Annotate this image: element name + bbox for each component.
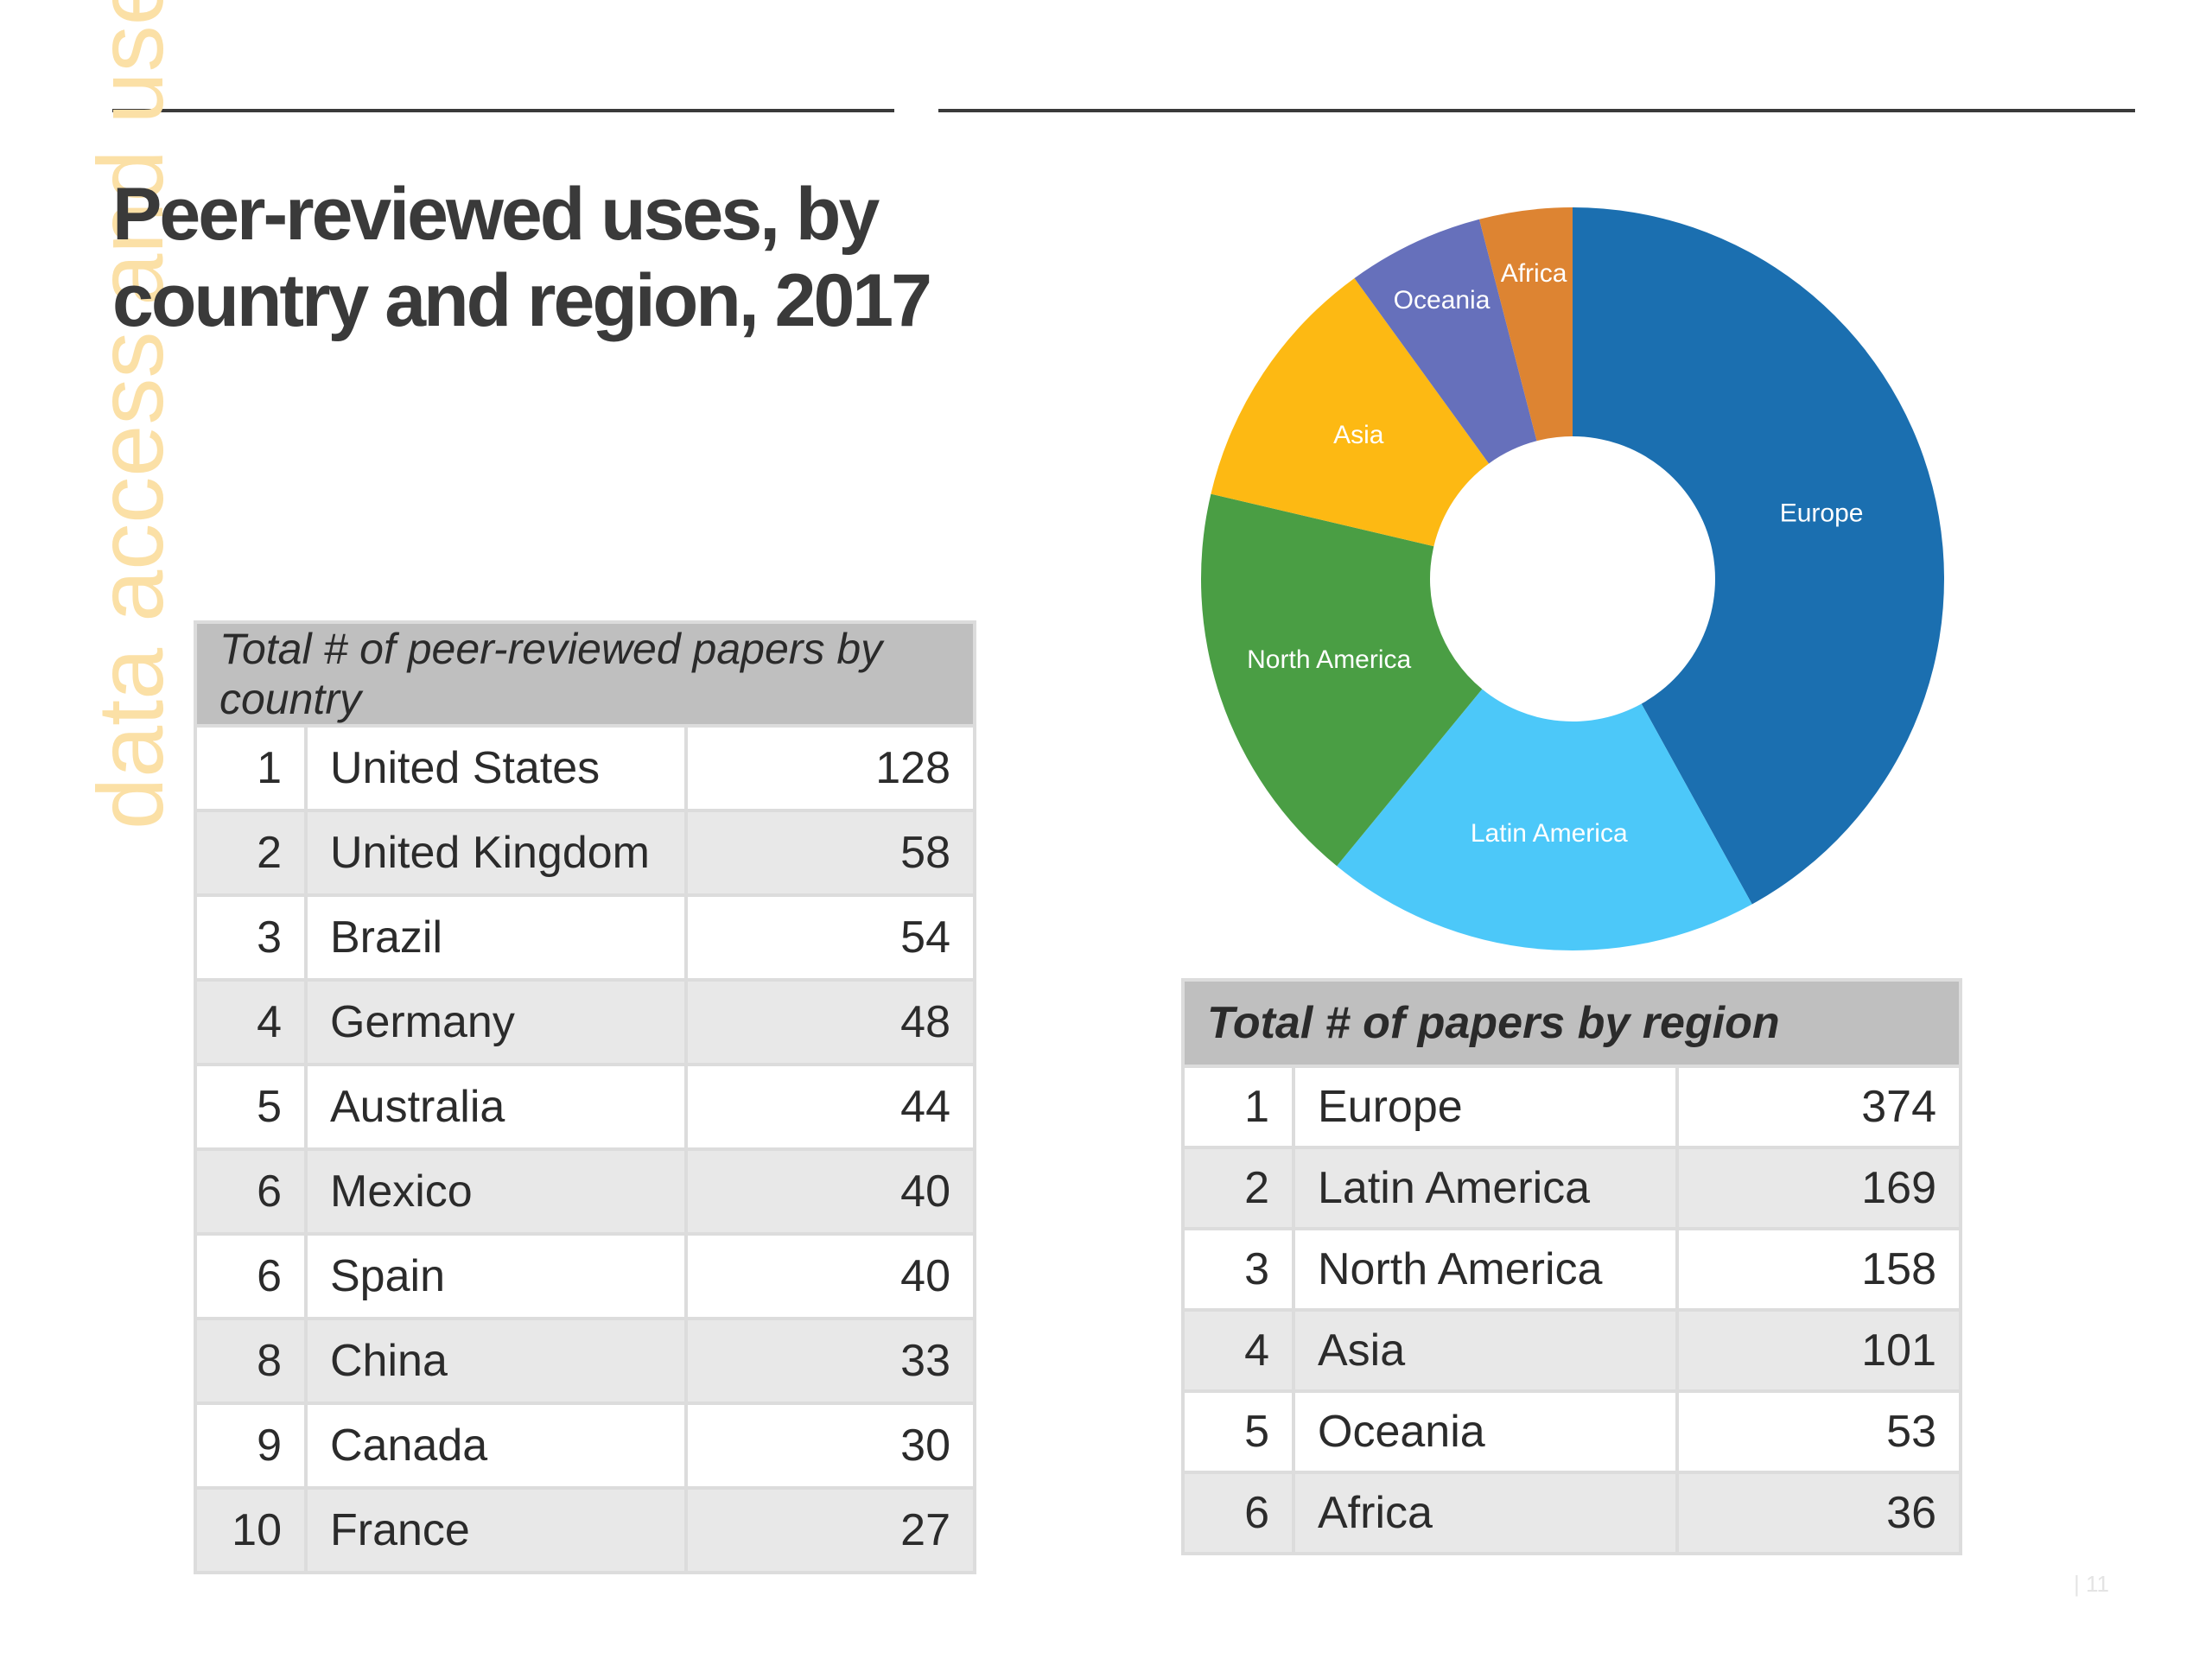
rank-cell: 6	[194, 1232, 308, 1320]
region-row: 5 Oceania 53	[1181, 1389, 1962, 1474]
country-cell: Germany	[304, 978, 688, 1066]
country-row: 10 France 27	[194, 1486, 976, 1574]
donut-label-europe: Europe	[1780, 499, 1864, 528]
country-table: Total # of peer-reviewed papers by count…	[194, 620, 976, 1574]
region-row: 1 Europe 374	[1181, 1065, 1962, 1149]
rank-cell: 3	[194, 893, 308, 982]
country-cell: France	[304, 1486, 688, 1574]
rank-cell: 2	[1181, 1146, 1295, 1230]
value-cell: 40	[684, 1232, 976, 1320]
value-cell: 58	[684, 809, 976, 897]
rank-cell: 3	[1181, 1227, 1295, 1312]
side-section-label: data access and use	[78, 0, 182, 830]
region-cell: Asia	[1292, 1308, 1679, 1393]
value-cell: 54	[684, 893, 976, 982]
country-cell: Canada	[304, 1402, 688, 1490]
country-cell: Brazil	[304, 893, 688, 982]
page-number: | 11	[2074, 1571, 2109, 1597]
region-row: 6 Africa 36	[1181, 1471, 1962, 1555]
top-rule-right	[938, 109, 2135, 112]
value-cell: 44	[684, 1063, 976, 1151]
region-table-header: Total # of papers by region	[1181, 978, 1962, 1068]
region-cell: Europe	[1292, 1065, 1679, 1149]
rank-cell: 6	[1181, 1471, 1295, 1555]
country-cell: United Kingdom	[304, 809, 688, 897]
value-cell: 169	[1675, 1146, 1962, 1230]
region-table: Total # of papers by region 1 Europe 374 2 L…	[1181, 978, 1962, 1555]
region-cell: North America	[1292, 1227, 1679, 1312]
rank-cell: 5	[1181, 1389, 1295, 1474]
value-cell: 128	[684, 724, 976, 812]
value-cell: 48	[684, 978, 976, 1066]
country-table-header: Total # of peer-reviewed papers by count…	[194, 620, 976, 728]
region-row: 3 North America 158	[1181, 1227, 1962, 1312]
country-row: 3 Brazil 54	[194, 893, 976, 982]
region-cell: Oceania	[1292, 1389, 1679, 1474]
value-cell: 53	[1675, 1389, 1962, 1474]
region-row: 2 Latin America 169	[1181, 1146, 1962, 1230]
rank-cell: 10	[194, 1486, 308, 1574]
country-row: 2 United Kingdom 58	[194, 809, 976, 897]
country-cell: Australia	[304, 1063, 688, 1151]
rank-cell: 4	[1181, 1308, 1295, 1393]
rank-cell: 6	[194, 1147, 308, 1236]
country-cell: Mexico	[304, 1147, 688, 1236]
rank-cell: 1	[194, 724, 308, 812]
rank-cell: 5	[194, 1063, 308, 1151]
donut-label-oceania: Oceania	[1394, 286, 1491, 315]
rank-cell: 1	[1181, 1065, 1295, 1149]
country-cell: United States	[304, 724, 688, 812]
value-cell: 101	[1675, 1308, 1962, 1393]
page-title: Peer-reviewed uses, by country and regio…	[112, 173, 932, 342]
country-cell: Spain	[304, 1232, 688, 1320]
country-row: 8 China 33	[194, 1317, 976, 1405]
region-donut-chart: Europe Latin America North America Asia Ocea…	[1201, 207, 1944, 950]
donut-label-north-america: North America	[1247, 645, 1411, 674]
donut-label-africa: Africa	[1501, 259, 1567, 288]
donut-label-asia: Asia	[1333, 421, 1384, 449]
country-row: 4 Germany 48	[194, 978, 976, 1066]
value-cell: 158	[1675, 1227, 1962, 1312]
top-rule-left	[112, 109, 894, 112]
country-row: 1 United States 128	[194, 724, 976, 812]
donut-slice-europe	[1573, 207, 1944, 905]
rank-cell: 9	[194, 1402, 308, 1490]
donut-slice-asia	[1211, 277, 1490, 547]
donut-slice-oceania	[1354, 219, 1537, 464]
rank-cell: 2	[194, 809, 308, 897]
value-cell: 36	[1675, 1471, 1962, 1555]
rank-cell: 4	[194, 978, 308, 1066]
country-row: 5 Australia 44	[194, 1063, 976, 1151]
country-row: 6 Mexico 40	[194, 1147, 976, 1236]
rank-cell: 8	[194, 1317, 308, 1405]
region-cell: Latin America	[1292, 1146, 1679, 1230]
value-cell: 33	[684, 1317, 976, 1405]
donut-label-latin-america: Latin America	[1471, 819, 1628, 848]
donut-slice-africa	[1479, 207, 1573, 442]
country-row: 6 Spain 40	[194, 1232, 976, 1320]
region-row: 4 Asia 101	[1181, 1308, 1962, 1393]
value-cell: 27	[684, 1486, 976, 1574]
value-cell: 374	[1675, 1065, 1962, 1149]
donut-slice-north-america	[1201, 493, 1483, 867]
value-cell: 40	[684, 1147, 976, 1236]
value-cell: 30	[684, 1402, 976, 1490]
country-row: 9 Canada 30	[194, 1402, 976, 1490]
region-cell: Africa	[1292, 1471, 1679, 1555]
donut-slice-latin-america	[1337, 689, 1752, 950]
country-cell: China	[304, 1317, 688, 1405]
